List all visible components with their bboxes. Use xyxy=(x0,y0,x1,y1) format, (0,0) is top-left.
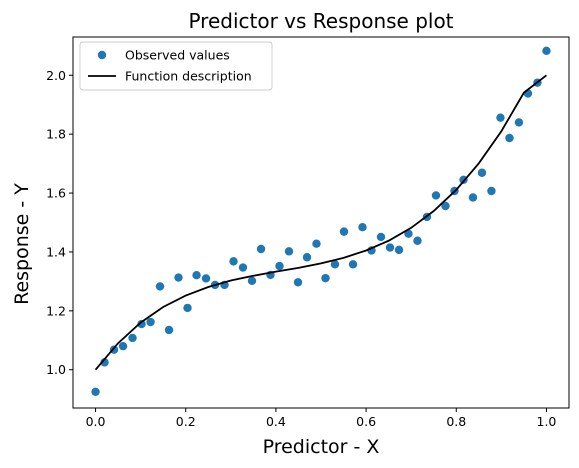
data-point xyxy=(339,227,349,236)
x-tick-label: 0.4 xyxy=(266,414,286,429)
y-axis-label: Response - Y xyxy=(11,183,33,305)
data-point xyxy=(192,271,201,280)
x-tick-label: 0.0 xyxy=(86,414,106,429)
legend-label: Observed values xyxy=(125,48,230,63)
data-point xyxy=(385,243,395,252)
data-point xyxy=(155,282,165,291)
data-point xyxy=(376,232,386,242)
legend-point-marker xyxy=(97,50,107,60)
data-point xyxy=(487,186,496,196)
data-point xyxy=(468,193,478,202)
data-point xyxy=(183,303,192,313)
data-point xyxy=(358,223,367,232)
data-point xyxy=(514,118,524,127)
y-tick-label: 2.0 xyxy=(46,68,66,83)
data-point xyxy=(542,46,551,56)
data-point xyxy=(256,244,266,254)
y-tick-label: 1.6 xyxy=(46,186,66,201)
data-point xyxy=(275,261,284,271)
data-point xyxy=(394,245,404,255)
chart-title: Predictor vs Response plot xyxy=(188,9,453,33)
data-point xyxy=(91,387,100,397)
legend-box xyxy=(79,41,273,91)
data-point xyxy=(413,236,422,245)
data-point xyxy=(247,276,257,285)
data-point xyxy=(496,113,505,122)
data-point xyxy=(137,319,146,329)
data-point xyxy=(164,325,174,335)
data-point xyxy=(284,247,294,256)
data-point xyxy=(146,317,155,327)
x-tick-label: 0.6 xyxy=(356,414,376,429)
data-point xyxy=(321,273,330,283)
data-point xyxy=(118,341,128,351)
data-point xyxy=(312,239,321,248)
data-point xyxy=(441,201,450,211)
legend-label: Function description xyxy=(125,69,252,84)
y-tick-label: 1.0 xyxy=(46,362,66,377)
axes-frame xyxy=(72,36,570,409)
legend: Observed values Function description xyxy=(79,41,273,91)
data-point xyxy=(477,168,487,177)
data-point xyxy=(348,260,358,269)
x-tick-label: 0.8 xyxy=(446,414,466,429)
data-point xyxy=(293,278,303,287)
x-axis-label: Predictor - X xyxy=(263,436,380,458)
data-point xyxy=(201,274,211,283)
data-point xyxy=(174,273,183,282)
y-tick-label: 1.8 xyxy=(46,127,66,142)
y-tick-label: 1.2 xyxy=(46,303,66,318)
data-point xyxy=(330,260,340,269)
data-point xyxy=(302,253,312,262)
data-point xyxy=(431,191,441,200)
y-tick-label: 1.4 xyxy=(46,244,66,259)
x-tick-label: 1.0 xyxy=(537,414,557,429)
data-point xyxy=(505,133,514,143)
data-point xyxy=(128,333,137,343)
function-line xyxy=(94,74,547,371)
plot-area xyxy=(91,46,551,397)
data-point xyxy=(229,257,238,266)
data-point xyxy=(238,263,248,272)
axes: 0.0 0.2 0.4 0.6 0.8 1.0 1.0 1.2 1.4 1.6 1.8 2.0 xyxy=(46,36,570,429)
x-tick-label: 0.2 xyxy=(176,414,196,429)
